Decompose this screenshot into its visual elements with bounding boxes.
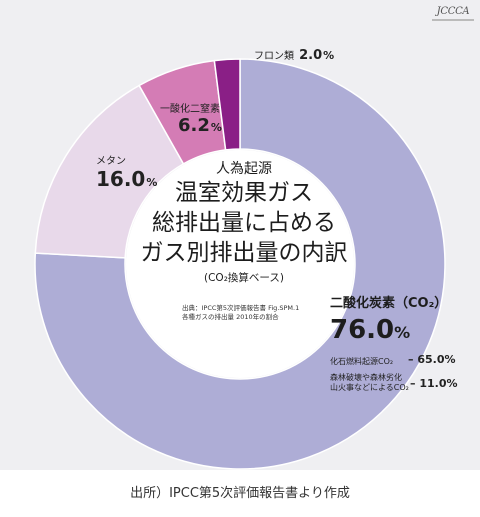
label-co2-name: 二酸化炭素（CO₂） <box>330 296 448 311</box>
donut-slice-fgas <box>213 58 241 151</box>
center-title: 人為起源 温室効果ガス 総排出量に占める ガス別排出量の内訳 (CO₂換算ベース… <box>120 160 368 286</box>
chart-panel: JCCCA フロン類 2.0% 一酸化二窒素 6.2% メタン 16.0% 人為… <box>0 0 480 470</box>
label-fgas-name: フロン類 <box>254 51 294 62</box>
label-ch4-value: 16.0% <box>96 167 158 191</box>
footer-source: 出所）IPCC第5次評価報告書より作成 <box>130 486 350 501</box>
co2-breakdown-fossil-label: 化石燃料起源CO₂ <box>330 357 394 366</box>
co2-breakdown-forest-label-2: 山火事などによるCO₂ <box>330 383 409 392</box>
label-fgas-value: 2.0% <box>299 48 335 63</box>
basis-note: (CO₂換算ベース) <box>204 272 284 284</box>
donut-slice-ch4 <box>34 84 185 259</box>
label-n2o-name: 一酸化二窒素 <box>160 104 220 115</box>
label-co2: 二酸化炭素（CO₂） 76.0% <box>330 292 470 345</box>
co2-breakdown-forest-value: – 11.0% <box>410 377 458 390</box>
source-note: 出典：IPCC第5次評価報告書 Fig.SPM.1 各種ガスの排出量 2010年… <box>182 304 332 322</box>
donut-center <box>126 150 354 378</box>
label-co2-value: 76.0% <box>330 315 411 345</box>
co2-breakdown-fossil-value: – 65.0% <box>408 353 456 366</box>
label-ch4-name: メタン <box>96 156 126 167</box>
title-line-2: 総排出量に占める <box>152 210 336 236</box>
donut-chart <box>34 58 446 470</box>
title-prefix: 人為起源 <box>216 161 272 177</box>
jccca-logo: JCCCA <box>436 6 470 17</box>
title-line-1: 温室効果ガス <box>175 180 313 206</box>
donut-slice-co2 <box>34 58 446 470</box>
source-line-2: 各種ガスの排出量 2010年の割合 <box>182 313 279 321</box>
label-fgas: フロン類 2.0% <box>254 44 334 63</box>
logo-underline <box>432 19 474 21</box>
title-line-3: ガス別排出量の内訳 <box>140 240 348 266</box>
label-n2o-value: 6.2% <box>178 115 222 136</box>
label-ch4: メタン 16.0% <box>96 152 157 191</box>
label-n2o: 一酸化二窒素 6.2% <box>160 100 222 136</box>
source-line-1: 出典：IPCC第5次評価報告書 Fig.SPM.1 <box>182 304 300 312</box>
co2-breakdown-forest-label-1: 森林破壊や森林劣化 <box>330 373 402 382</box>
